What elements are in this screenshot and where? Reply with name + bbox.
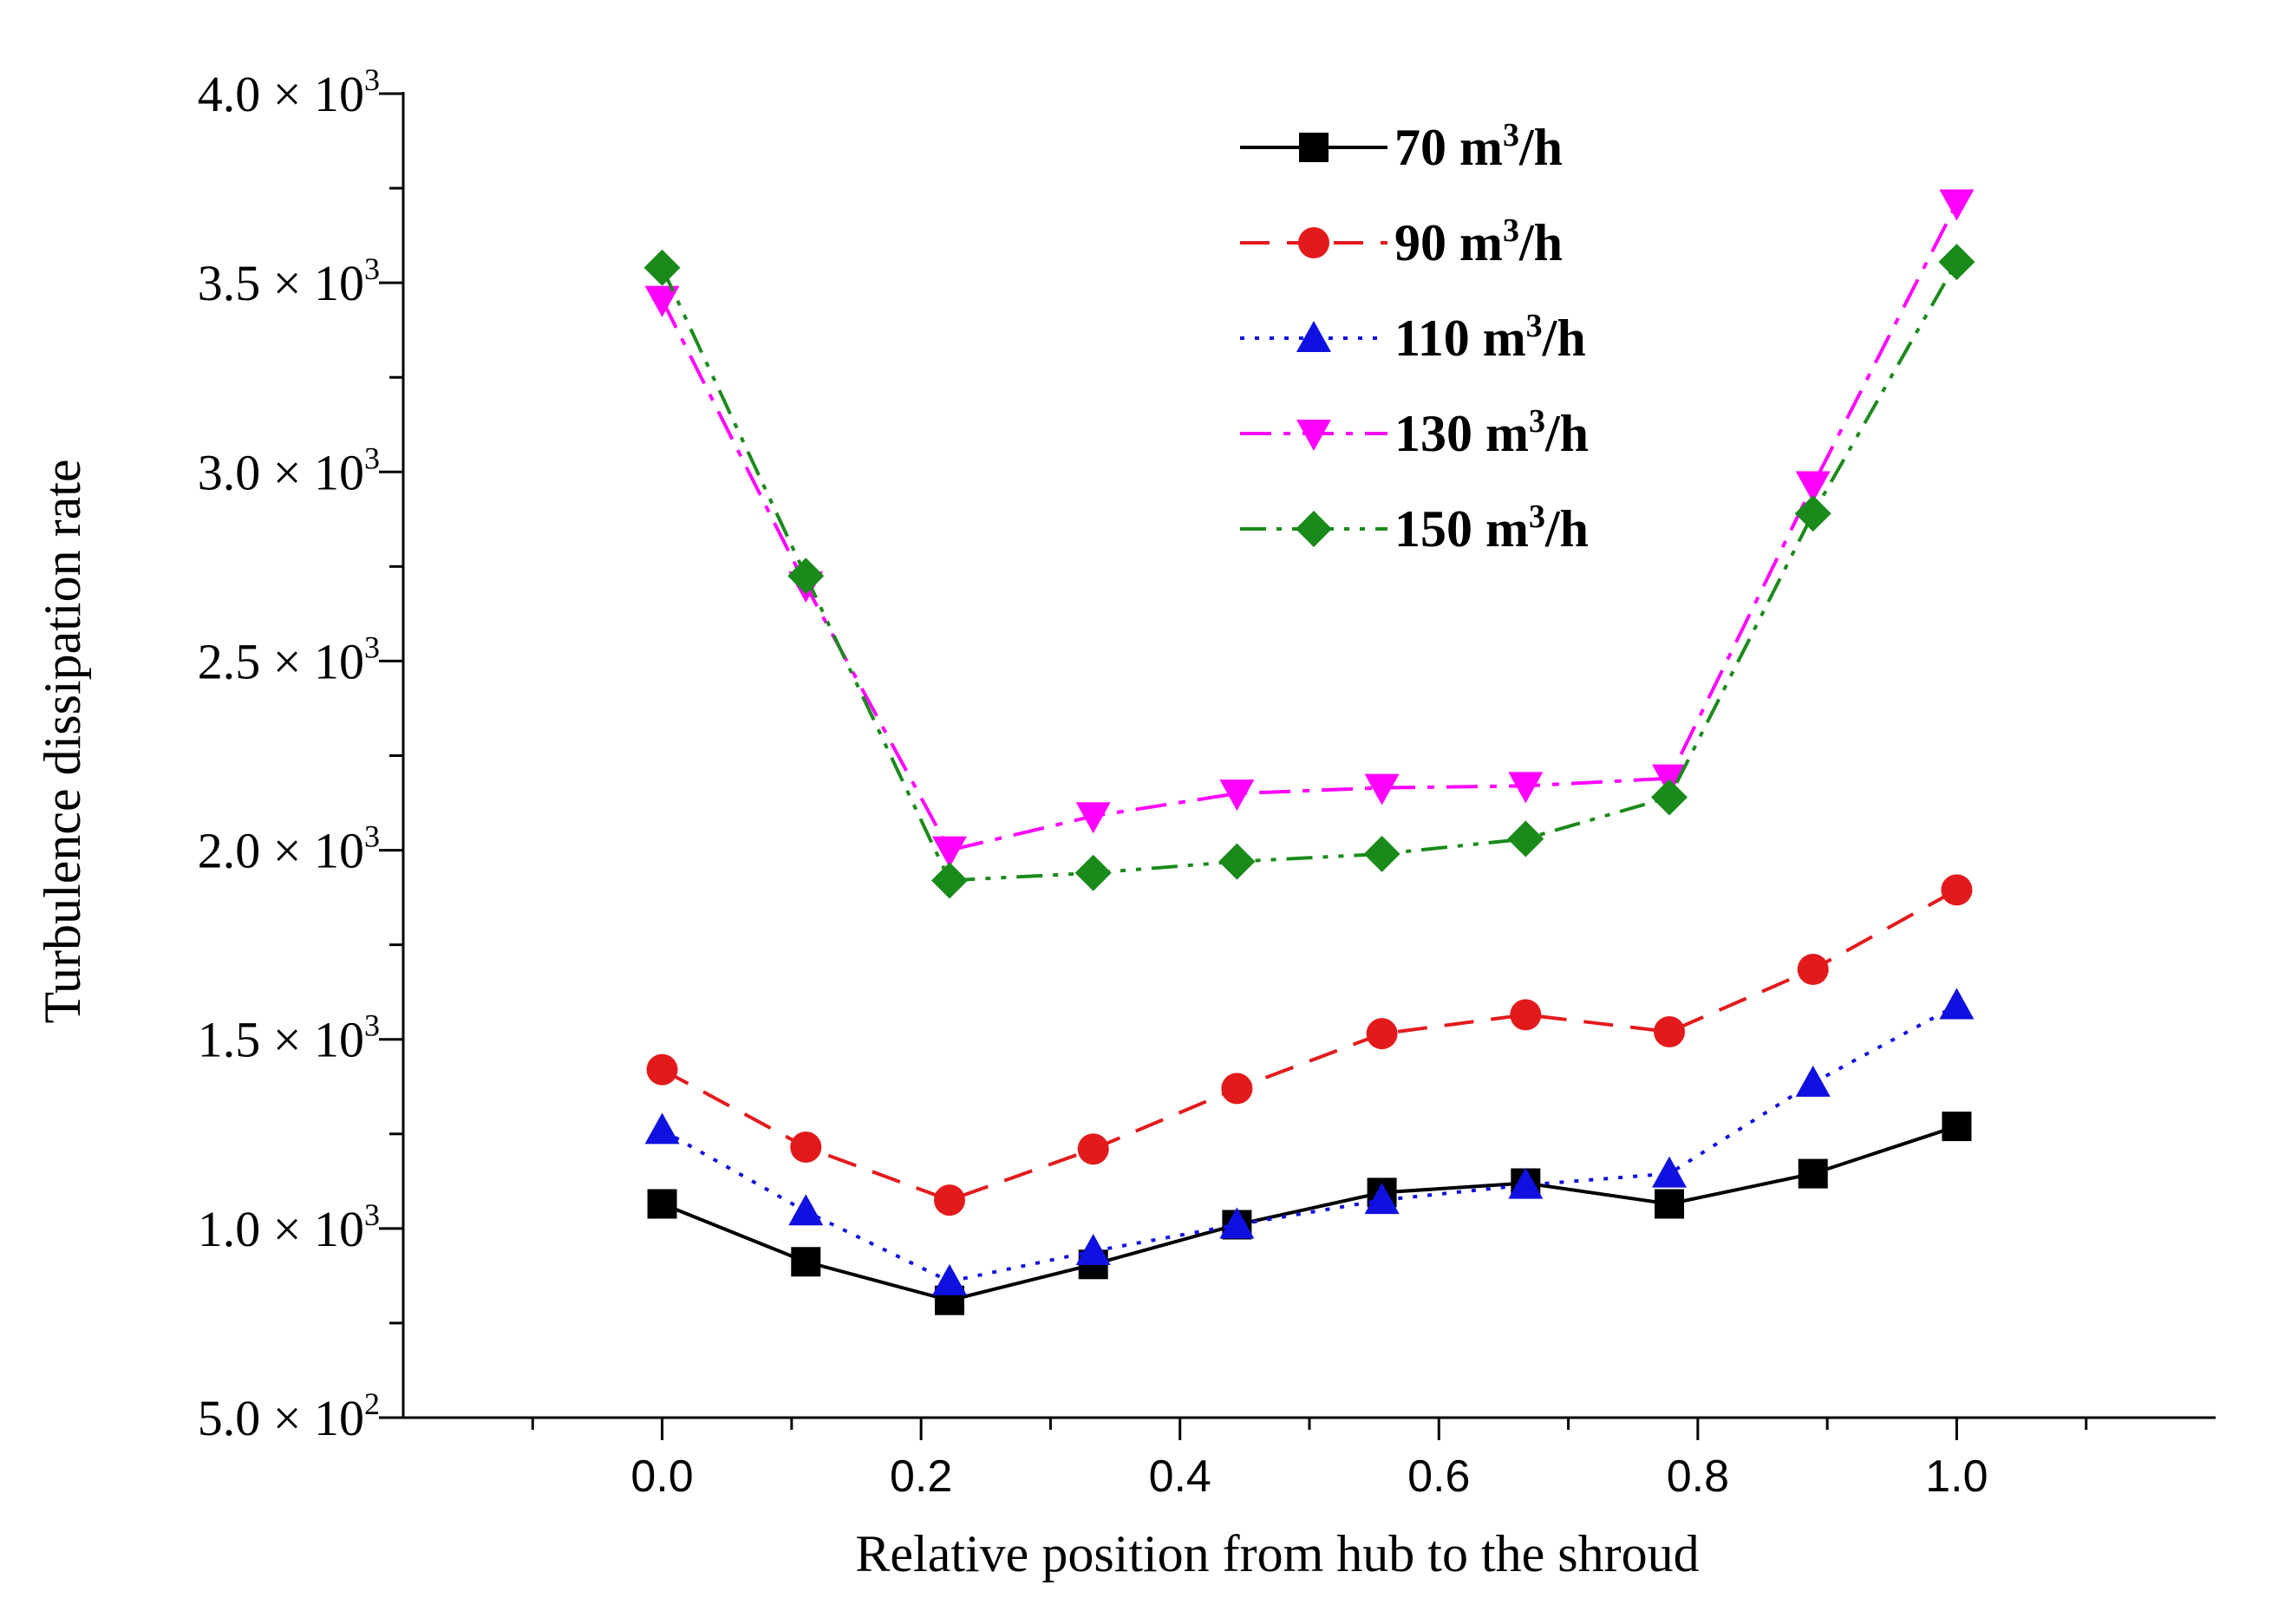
y-tick-label: 1.0 × 103	[198, 1197, 380, 1257]
legend-item-0: 70 m3/h	[1240, 117, 1563, 176]
x-tick-label: 1.0	[1925, 1451, 1988, 1502]
series-1	[646, 874, 1973, 1216]
marker-diamond	[1651, 779, 1688, 816]
series-line	[660, 261, 1959, 883]
legend-item-2: 110 m3/h	[1240, 308, 1586, 367]
marker-triangle-up	[1219, 1207, 1255, 1239]
marker-circle	[1298, 227, 1329, 258]
series-0	[647, 1112, 1972, 1315]
marker-diamond	[1218, 843, 1256, 880]
legend: 70 m3/h 90 m3/h 110 m3/h 130 m3/h 150 m3/h	[1240, 117, 1589, 558]
marker-triangle-down	[1219, 779, 1255, 812]
marker-diamond	[1794, 495, 1831, 532]
marker-circle	[1221, 1073, 1253, 1105]
marker-square	[1655, 1189, 1685, 1219]
series-line	[661, 1003, 1958, 1283]
marker-circle	[790, 1132, 822, 1164]
marker-diamond	[1296, 511, 1332, 547]
legend-label: 130 m3/h	[1394, 403, 1589, 462]
marker-triangle-down	[644, 285, 680, 317]
legend-label: 90 m3/h	[1394, 212, 1563, 271]
legend-item-3: 130 m3/h	[1240, 403, 1589, 462]
marker-triangle-down	[1296, 420, 1331, 451]
axes: 5.0 × 102 1.0 × 103 1.5 × 103 2.0 × 103 2.5 …	[198, 62, 2216, 1502]
marker-triangle-down	[1508, 772, 1544, 804]
series-4	[643, 244, 1975, 899]
y-tick-label: 3.5 × 103	[198, 251, 380, 311]
marker-square	[647, 1189, 677, 1219]
marker-diamond	[930, 862, 968, 899]
y-tick-label: 4.0 × 103	[198, 62, 380, 122]
legend-label: 150 m3/h	[1394, 499, 1589, 558]
x-tick-label: 0.6	[1407, 1451, 1470, 1502]
marker-triangle-down	[931, 836, 967, 868]
marker-triangle-down	[1364, 773, 1400, 805]
marker-diamond	[787, 558, 825, 595]
y-tick-label: 5.0 × 102	[198, 1386, 380, 1446]
marker-square	[1942, 1112, 1972, 1142]
marker-triangle-up	[1075, 1234, 1111, 1266]
marker-circle	[646, 1053, 678, 1086]
marker-square	[1299, 133, 1329, 162]
marker-circle	[1366, 1018, 1398, 1050]
x-tick-label: 0.8	[1667, 1451, 1729, 1502]
marker-circle	[1510, 999, 1542, 1031]
legend-label: 70 m3/h	[1394, 117, 1563, 176]
marker-square	[1798, 1158, 1828, 1189]
x-tick-label: 0.2	[890, 1451, 952, 1502]
y-tick-label: 1.5 × 103	[198, 1008, 380, 1068]
legend-label: 110 m3/h	[1394, 308, 1586, 367]
series-line	[661, 1125, 1958, 1302]
marker-circle	[933, 1184, 965, 1216]
marker-triangle-up	[1508, 1167, 1544, 1199]
y-tick-label: 2.5 × 103	[198, 629, 380, 689]
x-tick-label: 0.0	[630, 1451, 693, 1502]
series-line	[660, 202, 1959, 852]
marker-diamond	[1363, 835, 1400, 872]
series-line	[661, 888, 1958, 1203]
marker-triangle-down	[1075, 802, 1111, 834]
y-axis-label: Turbulence dissipation rate	[34, 459, 91, 1023]
marker-triangle-up	[1939, 988, 1975, 1020]
y-tick-label: 3.0 × 103	[198, 440, 380, 500]
marker-circle	[1077, 1133, 1109, 1165]
marker-diamond	[1074, 854, 1112, 891]
marker-triangle-up	[1652, 1156, 1688, 1188]
marker-diamond	[1507, 820, 1544, 858]
legend-item-1: 90 m3/h	[1240, 212, 1563, 271]
marker-triangle-up	[1364, 1183, 1400, 1215]
marker-square	[791, 1247, 821, 1277]
marker-circle	[1941, 874, 1973, 906]
marker-circle	[1654, 1015, 1686, 1047]
marker-triangle-up	[1795, 1065, 1831, 1097]
y-tick-label: 2.0 × 103	[198, 819, 380, 879]
series-2	[644, 988, 1975, 1295]
marker-triangle-up	[931, 1263, 967, 1295]
marker-triangle-up	[1296, 321, 1331, 352]
plot-series	[643, 189, 1975, 1315]
legend-item-4: 150 m3/h	[1240, 499, 1589, 558]
marker-circle	[1797, 954, 1829, 986]
marker-triangle-down	[1939, 189, 1975, 221]
marker-triangle-up	[644, 1112, 680, 1145]
x-axis-label: Relative position from hub to the shroud	[855, 1525, 1699, 1582]
marker-triangle-up	[788, 1194, 824, 1226]
marker-diamond	[643, 249, 681, 286]
marker-diamond	[1938, 244, 1975, 281]
x-tick-label: 0.4	[1149, 1451, 1211, 1502]
marker-triangle-down	[1795, 471, 1831, 503]
